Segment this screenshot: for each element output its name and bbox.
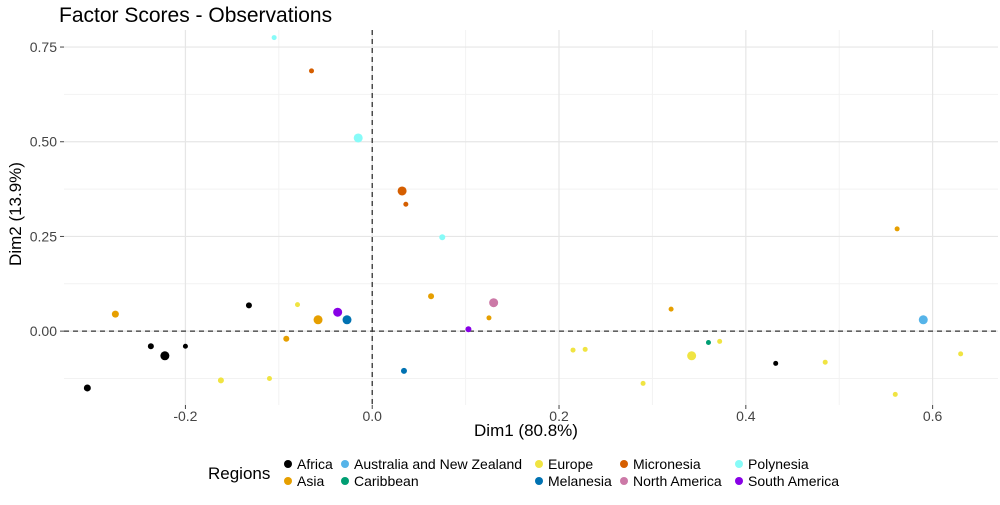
point-europe — [822, 359, 828, 365]
x-tick-label: 0.4 — [736, 408, 756, 424]
legend-label-north-america: North America — [633, 473, 722, 489]
legend-label-europe: Europe — [548, 456, 593, 472]
point-africa — [773, 360, 779, 366]
point-asia — [283, 335, 290, 342]
y-tick-label: 0.50 — [30, 134, 57, 150]
legend-key-africa — [284, 460, 292, 468]
legend-title: Regions — [208, 464, 270, 483]
legend-label-melanesia: Melanesia — [548, 473, 612, 489]
legend-label-asia: Asia — [297, 473, 324, 489]
point-africa — [147, 343, 154, 350]
legend-key-caribbean — [341, 477, 349, 485]
point-europe — [892, 391, 898, 397]
point-africa — [83, 384, 91, 392]
point-polynesia — [271, 35, 277, 41]
legend-label-south-america: South America — [748, 473, 839, 489]
point-europe — [266, 375, 272, 381]
point-europe — [958, 351, 964, 357]
point-melanesia — [400, 367, 407, 374]
legend-key-asia — [284, 477, 292, 485]
point-europe — [640, 380, 646, 386]
y-tick-label: 0.25 — [30, 228, 57, 244]
point-europe — [687, 351, 697, 361]
point-north-america — [489, 298, 499, 308]
point-melanesia — [342, 315, 352, 325]
point-polynesia — [353, 133, 363, 143]
point-asia — [668, 306, 674, 312]
point-micronesia — [403, 201, 409, 207]
chart-title: Factor Scores - Observations — [59, 4, 332, 27]
point-micronesia — [309, 68, 315, 74]
point-europe — [717, 338, 723, 344]
legend-key-south-america — [735, 477, 743, 485]
point-europe — [295, 302, 300, 308]
point-polynesia — [439, 234, 446, 241]
point-south-america — [333, 307, 343, 317]
legend-key-australia-and-new-zealand — [341, 460, 349, 468]
point-africa — [245, 302, 252, 309]
y-axis-label: Dim2 (13.9%) — [6, 162, 25, 266]
point-asia — [111, 310, 119, 318]
y-tick-label: 0.00 — [30, 323, 57, 339]
x-tick-label: 0.0 — [362, 408, 382, 424]
point-asia — [894, 226, 900, 232]
point-europe — [570, 347, 576, 353]
axis-ticks: -0.2 0.0 0.2 0.4 0.6 0.00 0.25 0.50 0.75 — [30, 39, 943, 424]
data-points — [83, 35, 964, 397]
legend-label-micronesia: Micronesia — [633, 456, 701, 472]
legend-key-melanesia — [535, 477, 543, 485]
point-asia — [428, 293, 435, 300]
legend-key-europe — [535, 460, 543, 468]
point-europe — [217, 377, 224, 384]
point-asia — [313, 315, 323, 325]
legend-label-polynesia: Polynesia — [748, 456, 809, 472]
point-asia — [486, 315, 492, 321]
x-tick-label: 0.2 — [549, 408, 569, 424]
legend-key-micronesia — [620, 460, 628, 468]
legend-key-north-america — [620, 477, 628, 485]
point-micronesia — [397, 186, 407, 196]
point-africa — [160, 351, 170, 361]
point-africa — [182, 343, 188, 349]
x-axis-label: Dim1 (80.8%) — [474, 421, 578, 440]
legend-label-caribbean: Caribbean — [354, 473, 419, 489]
x-tick-label: -0.2 — [173, 408, 197, 424]
point-south-america — [465, 326, 472, 333]
point-caribbean — [705, 340, 711, 345]
y-tick-label: 0.75 — [30, 39, 57, 55]
legend-label-africa: Africa — [297, 456, 333, 472]
legend-label-australia-and-new-zealand: Australia and New Zealand — [354, 456, 522, 472]
reference-lines — [64, 30, 998, 405]
point-australia-and-new-zealand — [918, 315, 928, 325]
x-tick-label: 0.6 — [923, 408, 943, 424]
legend-key-polynesia — [735, 460, 743, 468]
grid-lines — [64, 30, 998, 405]
point-europe — [582, 346, 588, 352]
